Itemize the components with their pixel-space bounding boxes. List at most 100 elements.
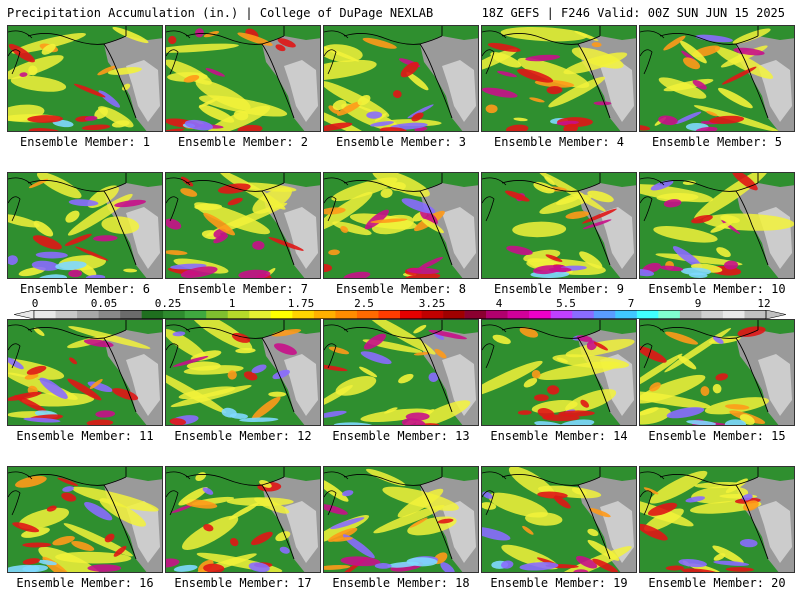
colorbar-swatch [356,310,379,319]
precip-map [482,320,636,425]
colorbar-swatch [572,310,595,319]
precip-map [640,467,794,572]
precip-map-panel [323,319,479,426]
colorbar-tick-label: 7 [627,297,635,310]
precip-map-panel [323,466,479,573]
precip-map [166,173,320,278]
precip-map [324,26,478,131]
ensemble-member-label: Ensemble Member: 14 [490,429,628,443]
precip-map [640,173,794,278]
colorbar-tick-label: 0.05 [90,297,118,310]
colorbar-swatch [400,310,422,319]
colorbar-max-arrow [765,310,786,319]
colorbar-swatch [378,310,401,319]
colorbar-swatch [701,310,724,319]
colorbar-swatch [421,310,444,319]
colorbar-swatch [55,310,78,319]
precip-map-panel [7,466,163,573]
precip-map [482,173,636,278]
colorbar-swatch [529,310,552,319]
ensemble-member-label: Ensemble Member: 15 [648,429,786,443]
ensemble-member-label: Ensemble Member: 16 [16,576,154,590]
model-run-info: 18Z GEFS | F246 Valid: 00Z SUN JUN 15 20… [481,6,785,20]
precip-map [482,467,636,572]
colorbar-tick-label: 12 [757,297,771,310]
precip-map [640,26,794,131]
colorbar-tick-label: 3.25 [418,297,446,310]
ensemble-member-label: Ensemble Member: 3 [335,135,467,149]
colorbar-tick-label: 1 [228,297,236,310]
colorbar-swatch [744,310,767,319]
precip-map [324,173,478,278]
page-title: Precipitation Accumulation (in.) | Colle… [7,6,434,20]
colorbar-min-arrow [14,310,35,319]
colorbar-swatch [292,310,315,319]
ensemble-member-label: Ensemble Member: 1 [19,135,151,149]
colorbar-swatch [722,310,745,319]
colorbar-swatch [335,310,358,319]
colorbar-swatch [486,310,508,319]
colorbar-swatch [658,310,681,319]
colorbar-tick-label: 1.75 [287,297,315,310]
colorbar-swatch [679,310,702,319]
colorbar-swatch [443,310,465,319]
colorbar-swatch [249,310,272,319]
precip-map [324,467,478,572]
colorbar-swatch [593,310,616,319]
ensemble-member-label: Ensemble Member: 18 [332,576,470,590]
ensemble-member-label: Ensemble Member: 11 [16,429,154,443]
precip-map [166,467,320,572]
colorbar-tick-label: 2.5 [354,297,374,310]
ensemble-member-label: Ensemble Member: 8 [335,282,467,296]
colorbar-swatch [120,310,142,319]
precip-map-panel [165,319,321,426]
colorbar-tick-label: 4 [495,297,503,310]
precip-map [8,173,162,278]
colorbar-swatch [313,310,336,319]
precip-map-panel [165,172,321,279]
precip-map-panel [639,319,795,426]
ensemble-member-label: Ensemble Member: 20 [648,576,786,590]
precip-map [324,320,478,425]
ensemble-member-label: Ensemble Member: 13 [332,429,470,443]
ensemble-member-label: Ensemble Member: 5 [651,135,783,149]
colorbar-swatch [206,310,229,319]
precip-map [8,320,162,425]
colorbar-swatch [98,310,121,319]
precip-map-panel [639,466,795,573]
precip-map-panel [165,466,321,573]
precip-map [8,467,162,572]
precip-map-panel [481,25,637,132]
colorbar-swatch [141,310,164,319]
colorbar-swatch [184,310,207,319]
precip-map-panel [639,25,795,132]
precip-map-panel [481,172,637,279]
ensemble-member-label: Ensemble Member: 2 [177,135,309,149]
precip-map-panel [7,25,163,132]
precip-map [640,320,794,425]
colorbar-tick-label: 9 [694,297,702,310]
ensemble-member-label: Ensemble Member: 9 [493,282,625,296]
colorbar-swatch [550,310,573,319]
precip-colorbar [14,310,786,319]
precip-map [166,320,320,425]
colorbar-tick-label: 5.5 [556,297,576,310]
ensemble-member-label: Ensemble Member: 12 [174,429,312,443]
ensemble-member-label: Ensemble Member: 10 [648,282,786,296]
colorbar-tick-label: 0 [31,297,39,310]
colorbar-swatch [507,310,530,319]
precip-map-panel [639,172,795,279]
colorbar-swatch [34,310,56,319]
ensemble-member-label: Ensemble Member: 19 [490,576,628,590]
colorbar-swatch [615,310,638,319]
colorbar-swatch [636,310,659,319]
ensemble-member-label: Ensemble Member: 7 [177,282,309,296]
precip-map-panel [481,466,637,573]
ensemble-member-label: Ensemble Member: 6 [19,282,151,296]
colorbar-swatch [163,310,186,319]
ensemble-member-label: Ensemble Member: 4 [493,135,625,149]
precip-map-panel [323,25,479,132]
ensemble-member-label: Ensemble Member: 17 [174,576,312,590]
precip-map-panel [323,172,479,279]
precip-map-panel [7,319,163,426]
